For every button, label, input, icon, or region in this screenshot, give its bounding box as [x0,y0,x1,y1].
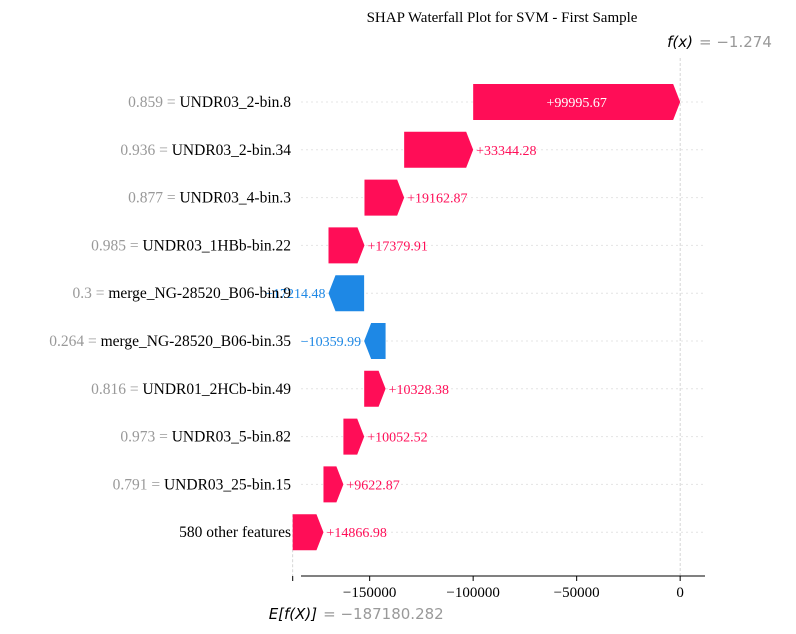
feature-name: UNDR03_4-bin.3 [179,190,291,207]
bar-positive [364,179,405,216]
feature-label: 0.859 = UNDR03_2-bin.8 [128,94,291,111]
bar-positive [328,227,365,264]
bar-negative [328,275,365,312]
bar-positive [292,514,324,551]
feature-value: 0.859 = [128,94,179,111]
feature-label: 0.264 = merge_NG-28520_B06-bin.35 [49,333,291,350]
x-tick-label: −100000 [446,585,499,601]
bar-value-label: +17379.91 [367,239,427,254]
bar-value-label: +33344.28 [476,144,536,159]
feature-label: 0.936 = UNDR03_2-bin.34 [120,142,291,159]
feature-value: 0.936 = [120,142,171,159]
bar-positive [323,466,344,503]
feature-label: 580 other features [179,524,291,541]
bar-value-label: +14866.98 [326,526,386,541]
bar-value-label: −17214.48 [265,287,325,302]
output-value-label: f(x) [667,33,693,51]
feature-name: UNDR03_2-bin.34 [172,142,292,159]
feature-value: 0.791 = [113,476,164,493]
annotations: E[f(X)] = −187180.282 f(x) = −1.274 [269,33,772,623]
bar-value-label: +19162.87 [407,192,467,207]
feature-value: 0.973 = [120,429,171,446]
bar-value-label: −10359.99 [301,335,361,350]
feature-value: 0.3 = [72,285,108,302]
bar-negative [364,323,386,359]
bar-positive [404,131,474,168]
x-tick-label: −150000 [343,585,396,601]
bar-value-label: +99995.67 [546,96,606,111]
feature-name: UNDR03_5-bin.82 [172,429,291,446]
feature-name: UNDR01_2HCb-bin.49 [142,381,291,398]
bar-value-label: +9622.87 [346,478,399,493]
output-value-text: = −1.274 [699,33,772,51]
x-axis: −150000 −100000 −50000 0 [292,575,705,601]
base-value-label: E[f(X)] [269,605,318,623]
base-value-text: = −187180.282 [323,605,444,623]
feature-name: merge_NG-28520_B06-bin.35 [101,333,292,350]
feature-label: 0.985 = UNDR03_1HBb-bin.22 [91,237,291,254]
base-value-annotation: E[f(X)] = −187180.282 [269,605,444,623]
bar-positive [473,84,681,120]
feature-name: UNDR03_25-bin.15 [164,476,291,493]
feature-value: 0.816 = [91,381,142,398]
gridlines [292,58,705,576]
bar-value-label: +10052.52 [367,431,427,446]
bar-positive [343,418,365,455]
output-value-annotation: f(x) = −1.274 [667,33,772,51]
x-tick-label: −50000 [554,585,600,601]
chart-title: SHAP Waterfall Plot for SVM - First Samp… [367,10,638,26]
feature-value: 0.985 = [91,237,142,254]
feature-name: merge_NG-28520_B06-bin.9 [108,285,291,302]
feature-label: 0.877 = UNDR03_4-bin.3 [128,190,291,207]
feature-value: 0.877 = [128,190,179,207]
x-tick-label: 0 [676,585,684,601]
feature-label: 0.3 = merge_NG-28520_B06-bin.9 [72,285,291,302]
feature-label: 0.816 = UNDR01_2HCb-bin.49 [91,381,291,398]
feature-label: 0.973 = UNDR03_5-bin.82 [120,429,291,446]
feature-name: UNDR03_1HBb-bin.22 [142,237,291,254]
bars: +99995.67 +33344.28 +19162.87 +17379.91 −172… [265,84,681,551]
feature-name: UNDR03_2-bin.8 [179,94,291,111]
bar-positive [364,370,386,407]
feature-label: 0.791 = UNDR03_25-bin.15 [113,476,292,493]
feature-name: 580 other features [179,524,291,541]
feature-labels: 0.859 = UNDR03_2-bin.8 0.936 = UNDR03_2-b… [49,94,291,541]
bar-value-label: +10328.38 [389,383,449,398]
feature-value: 0.264 = [49,333,100,350]
